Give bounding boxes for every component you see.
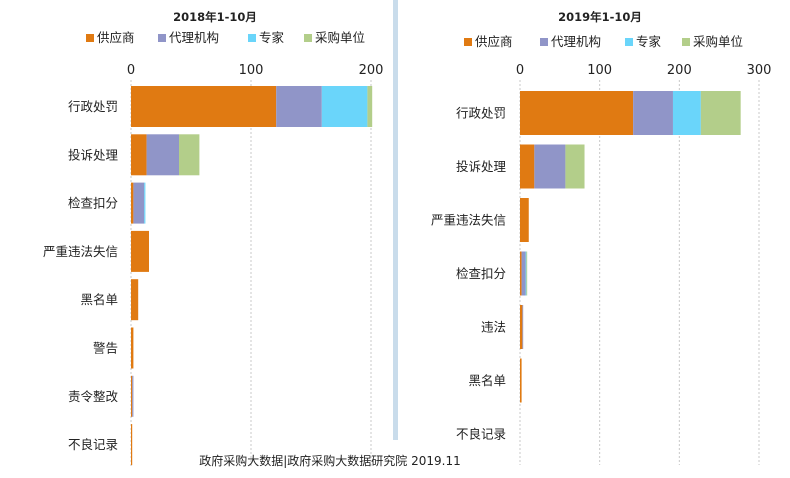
legend-swatch-供应商: [464, 38, 472, 46]
category-label-不良记录: 不良记录: [68, 437, 118, 452]
bar-2019-违法-代理机构: [522, 305, 524, 349]
bar-2019-检查扣分-代理机构: [521, 251, 526, 296]
chart-panel-2018: 2018年1-10月 供应商 代理机构 专家 采购单位 0 100 200 行政处罚投诉处理检…: [43, 10, 383, 468]
bar-2018-责令整改-代理机构: [132, 375, 134, 417]
x-tick-label-200: 200: [359, 63, 384, 78]
category-label-行政处罚: 行政处罚: [456, 106, 506, 121]
bar-2018-投诉处理-代理机构: [146, 134, 179, 176]
x-tick-label-100: 100: [239, 63, 264, 78]
category-label-行政处罚: 行政处罚: [68, 99, 118, 114]
source-note: 政府采购大数据|政府采购大数据研究院 2019.11: [199, 453, 460, 468]
bar-2019-投诉处理-供应商: [520, 144, 535, 189]
category-label-责令整改: 责令整改: [68, 389, 119, 404]
category-label-检查扣分: 检查扣分: [68, 196, 118, 211]
bar-2018-行政处罚-专家: [321, 86, 368, 127]
panel-divider: [393, 0, 398, 440]
bar-2019-投诉处理-采购单位: [565, 144, 585, 189]
chart-title-2019: 2019年1-10月: [558, 10, 642, 24]
category-label-投诉处理: 投诉处理: [68, 147, 119, 162]
bar-2019-检查扣分-专家: [525, 251, 527, 296]
legend-swatch-专家: [625, 38, 633, 46]
bar-2019-黑名单-供应商: [520, 358, 522, 403]
bar-2018-黑名单-供应商: [131, 279, 139, 321]
bar-2018-警告-供应商: [131, 327, 134, 369]
bar-2018-行政处罚-供应商: [131, 86, 277, 127]
bar-2019-行政处罚-供应商: [520, 91, 634, 135]
bar-2019-行政处罚-专家: [672, 91, 701, 135]
bar-2019-检查扣分-供应商: [520, 251, 522, 296]
legend-swatch-采购单位: [682, 38, 690, 46]
x-tick-label-0: 0: [127, 63, 135, 78]
bar-2018-检查扣分-代理机构: [133, 182, 145, 224]
legend-label-代理机构: 代理机构: [169, 30, 219, 45]
legend-swatch-代理机构: [158, 34, 166, 42]
bar-2018-投诉处理-采购单位: [179, 134, 200, 176]
bar-2018-责令整改-供应商: [131, 375, 133, 417]
category-label-黑名单: 黑名单: [80, 292, 118, 307]
category-label-违法: 违法: [481, 320, 506, 335]
x-tick-label-100: 100: [587, 63, 612, 78]
bar-2018-严重违法失信-供应商: [131, 230, 149, 272]
category-label-检查扣分: 检查扣分: [456, 266, 506, 281]
category-label-严重违法失信: 严重违法失信: [431, 213, 506, 228]
legend-label-专家: 专家: [636, 34, 662, 49]
legend-swatch-采购单位: [304, 34, 312, 42]
bar-2019-违法-供应商: [520, 305, 523, 349]
bar-2019-严重违法失信-供应商: [520, 198, 529, 242]
bar-2019-投诉处理-代理机构: [534, 144, 566, 189]
legend-label-供应商: 供应商: [475, 34, 513, 49]
legend-label-专家: 专家: [259, 30, 285, 45]
bar-2019-行政处罚-代理机构: [633, 91, 673, 135]
legend-swatch-代理机构: [540, 38, 548, 46]
bar-2018-检查扣分-供应商: [131, 182, 134, 224]
bar-2018-行政处罚-采购单位: [367, 86, 373, 127]
legend-label-采购单位: 采购单位: [315, 30, 365, 45]
x-tick-label-0: 0: [516, 63, 524, 78]
category-label-投诉处理: 投诉处理: [456, 159, 507, 174]
legend-swatch-专家: [248, 34, 256, 42]
legend-swatch-供应商: [86, 34, 94, 42]
bar-2018-不良记录-供应商: [131, 424, 133, 466]
legend-label-采购单位: 采购单位: [693, 34, 743, 49]
category-label-警告: 警告: [93, 341, 118, 356]
bar-2018-投诉处理-供应商: [131, 134, 147, 176]
bar-2018-检查扣分-专家: [144, 182, 146, 224]
category-label-不良记录: 不良记录: [456, 427, 506, 442]
x-tick-label-200: 200: [667, 63, 692, 78]
category-label-严重违法失信: 严重违法失信: [43, 244, 118, 259]
bar-2018-行政处罚-代理机构: [276, 86, 322, 127]
bar-2019-检查扣分-采购单位: [526, 251, 528, 296]
x-tick-label-300: 300: [747, 63, 772, 78]
legend-label-代理机构: 代理机构: [551, 34, 601, 49]
bar-2019-行政处罚-采购单位: [700, 91, 741, 135]
chart-title-2018: 2018年1-10月: [173, 10, 257, 24]
chart-panel-2019: 2019年1-10月 供应商 代理机构 专家 采购单位 0 100 200 300 行政处罚投诉…: [431, 10, 771, 465]
legend-label-供应商: 供应商: [97, 30, 135, 45]
category-label-黑名单: 黑名单: [468, 373, 506, 388]
